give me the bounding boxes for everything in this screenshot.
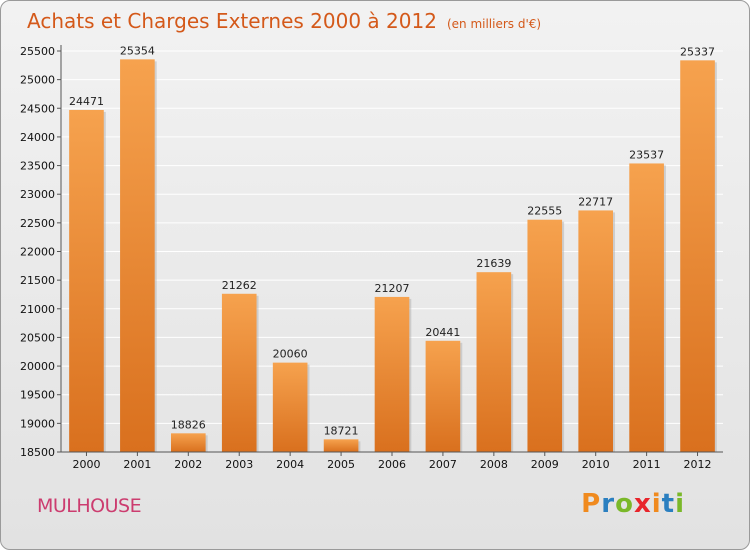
bar-2007 [425, 340, 461, 452]
city-name: MULHOUSE [37, 495, 142, 517]
x-tick-label: 2010 [582, 458, 610, 471]
bar-2005 [323, 439, 359, 452]
axes [57, 45, 723, 456]
brand-letter: i [675, 489, 685, 519]
y-tick-label: 25000 [20, 74, 55, 87]
x-tick-label: 2000 [72, 458, 100, 471]
y-tick-label: 22500 [20, 217, 55, 230]
brand-letter: x [633, 489, 652, 519]
y-tick-label: 20000 [20, 360, 55, 373]
value-label: 18721 [324, 424, 359, 437]
chart-title-text: Achats et Charges Externes 2000 à 2012 [27, 9, 437, 33]
bar-2003 [221, 293, 257, 452]
bar-2000 [69, 109, 104, 453]
bar-2002 [170, 433, 206, 452]
bar-2001 [120, 59, 155, 453]
x-tick-label: 2004 [276, 458, 304, 471]
value-label: 18826 [171, 418, 206, 431]
y-tick-label: 24000 [20, 131, 55, 144]
bar-2006 [374, 296, 410, 452]
y-tick-label: 24500 [20, 102, 55, 115]
value-label: 22555 [527, 205, 562, 218]
x-tick-label: 2009 [531, 458, 559, 471]
value-label: 25337 [680, 45, 715, 58]
y-tick-label: 23500 [20, 160, 55, 173]
bar-2008 [476, 272, 512, 452]
x-tick-label: 2008 [480, 458, 508, 471]
brand-letter: o [615, 489, 634, 519]
value-label: 21207 [375, 282, 410, 295]
value-label: 24471 [69, 95, 104, 108]
brand-logo: Proxiti [581, 489, 685, 519]
y-tick-label: 22000 [20, 246, 55, 259]
y-tick-label: 18500 [20, 446, 55, 459]
value-label: 23537 [629, 148, 664, 161]
bar-2011 [629, 163, 664, 453]
x-tick-label: 2007 [429, 458, 457, 471]
bar-2004 [272, 362, 308, 452]
brand-letter: P [581, 489, 602, 519]
value-label: 22717 [578, 195, 613, 208]
value-label: 20060 [273, 348, 308, 361]
y-tick-label: 19000 [20, 417, 55, 430]
y-tick-label: 19500 [20, 389, 55, 402]
y-tick-label: 23000 [20, 188, 55, 201]
x-tick-label: 2003 [225, 458, 253, 471]
x-tick-label: 2002 [174, 458, 202, 471]
brand-letter: r [601, 489, 616, 519]
x-tick-label: 2005 [327, 458, 355, 471]
value-label: 20441 [425, 326, 460, 339]
bar-2010 [578, 210, 614, 452]
brand-letter: i [651, 489, 662, 519]
x-tick-label: 2012 [684, 458, 712, 471]
y-tick-label: 21500 [20, 274, 55, 287]
y-tick-label: 21000 [20, 303, 55, 316]
bar-2012 [680, 60, 715, 452]
x-tick-label: 2011 [633, 458, 661, 471]
y-tick-label: 20500 [20, 331, 55, 344]
x-tick-label: 2006 [378, 458, 406, 471]
value-label: 21262 [222, 279, 257, 292]
value-label: 25354 [120, 44, 155, 57]
x-tick-label: 2001 [123, 458, 151, 471]
bar-2009 [527, 219, 563, 452]
value-label: 21639 [476, 257, 511, 270]
chart-title: Achats et Charges Externes 2000 à 2012 (e… [27, 9, 541, 33]
brand-letter: t [661, 489, 676, 519]
y-tick-label: 25500 [20, 45, 55, 58]
labels: 18500 19000 19500 20000 20500 21000 21500 22000… [20, 44, 715, 471]
bars [69, 59, 717, 453]
chart-unit-text: (en milliers d'€) [446, 17, 542, 31]
